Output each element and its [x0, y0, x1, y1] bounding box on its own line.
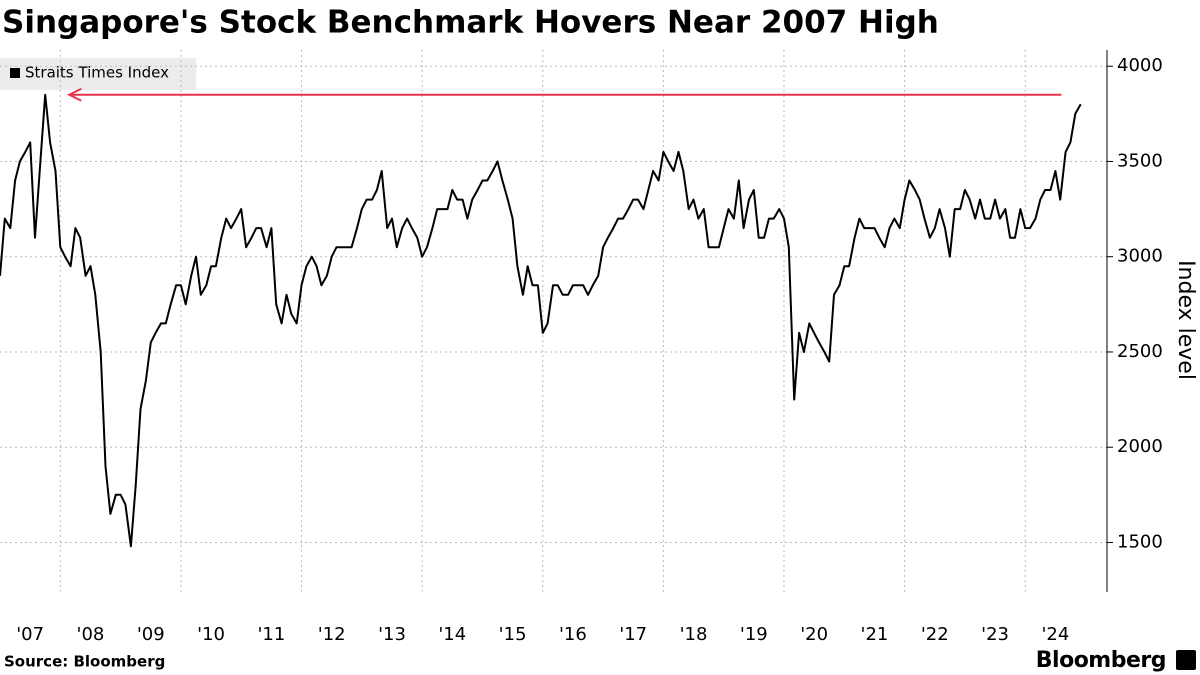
legend-box	[0, 58, 196, 90]
x-tick-label: '18	[680, 624, 708, 645]
y-axis-label: Index level	[1173, 260, 1198, 380]
series-line	[0, 93, 1082, 548]
x-tick-label: '11	[257, 624, 285, 645]
source: Source: Bloomberg	[4, 653, 165, 671]
x-tick-label: '22	[921, 624, 949, 645]
x-tick-label: '08	[77, 624, 105, 645]
x-tick-label: '21	[861, 624, 889, 645]
brand: Bloomberg	[1036, 648, 1166, 673]
x-tick-label: '12	[318, 624, 346, 645]
x-tick-label: '23	[981, 624, 1009, 645]
y-tick-label: 4000	[1117, 55, 1163, 76]
x-tick-label: '09	[137, 624, 165, 645]
y-tick-label: 3500	[1117, 150, 1163, 171]
x-tick-label: '17	[619, 624, 647, 645]
y-tick-label: 2500	[1117, 341, 1163, 362]
x-tick-label: '07	[16, 624, 44, 645]
x-tick-label: '19	[740, 624, 768, 645]
x-tick-label: '10	[197, 624, 225, 645]
chart-title: Singapore's Stock Benchmark Hovers Near …	[2, 5, 939, 41]
y-tick-label: 2000	[1117, 436, 1163, 457]
brand-icon	[1176, 650, 1196, 670]
legend-swatch	[10, 68, 20, 78]
x-tick-label: '24	[1041, 624, 1069, 645]
y-tick-label: 3000	[1117, 246, 1163, 267]
x-tick-label: '14	[438, 624, 466, 645]
x-tick-label: '15	[499, 624, 527, 645]
legend-label: Straits Times Index	[25, 64, 169, 82]
y-tick-label: 1500	[1117, 531, 1163, 552]
x-tick-label: '20	[800, 624, 828, 645]
x-tick-label: '13	[378, 624, 406, 645]
arrow-head	[67, 87, 82, 102]
x-tick-label: '16	[559, 624, 587, 645]
